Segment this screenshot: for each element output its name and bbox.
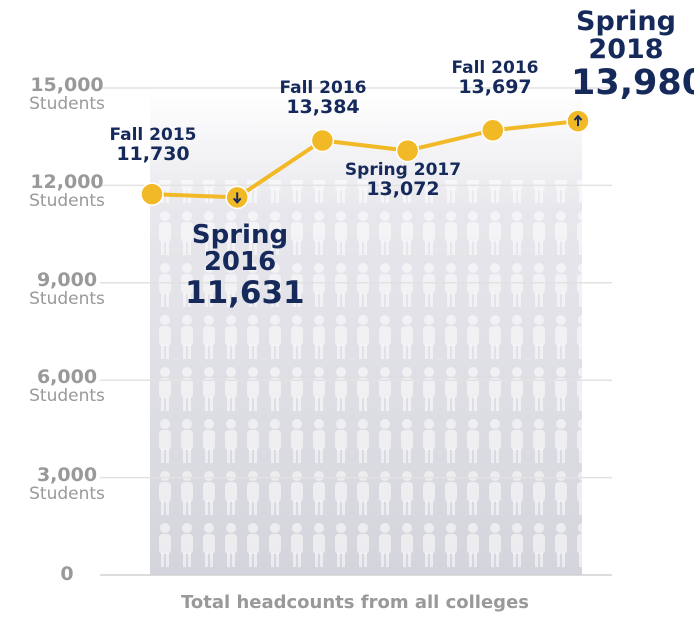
y-tick-unit: Students: [22, 193, 112, 211]
y-tick-label: 6,000: [22, 368, 112, 388]
point-value: 13,072: [338, 180, 468, 200]
y-tick-label: 15,000: [22, 76, 112, 96]
y-tick: 0: [22, 565, 112, 585]
data-point: [482, 119, 504, 141]
point-category: Spring 2016: [185, 222, 295, 277]
y-tick-label: 3,000: [22, 466, 112, 486]
chart: Total headcounts from all colleges 0 3,00…: [0, 0, 694, 618]
point-value: 13,697: [440, 78, 550, 98]
y-tick-label: 0: [22, 565, 112, 585]
point-value: 13,980: [571, 65, 681, 102]
data-point: [141, 183, 163, 205]
data-point: [397, 140, 419, 162]
point-value: 11,631: [185, 277, 295, 310]
y-tick-unit: Students: [22, 486, 112, 504]
point-category: Spring 2018: [571, 8, 681, 65]
y-tick-label: 12,000: [22, 173, 112, 193]
point-value: 11,730: [98, 145, 208, 165]
y-tick-label: 9,000: [22, 271, 112, 291]
x-axis-label: Total headcounts from all colleges: [100, 592, 610, 613]
data-point: [311, 129, 333, 151]
y-tick-unit: Students: [22, 96, 112, 114]
y-tick-unit: Students: [22, 388, 112, 406]
point-value: 13,384: [268, 98, 378, 118]
y-tick-unit: Students: [22, 291, 112, 309]
